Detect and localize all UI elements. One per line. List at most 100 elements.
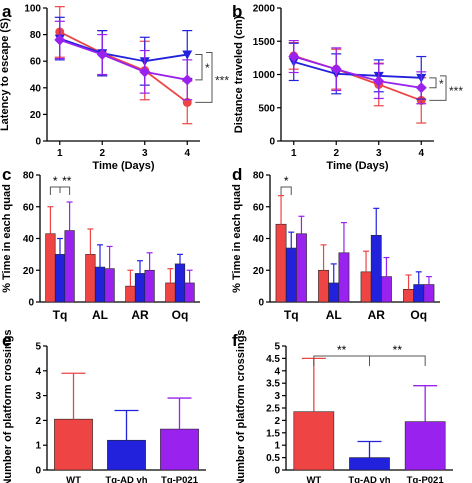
y-axis-label: % Time in each quad — [1, 184, 13, 293]
significance-bracket — [313, 355, 370, 366]
data-point-diamond — [96, 49, 108, 61]
x-tick-label: AL — [92, 308, 108, 322]
y-tick-label: 2000 — [253, 4, 276, 15]
bar — [125, 285, 136, 303]
x-tick-label: Tg-P021 — [407, 475, 445, 483]
x-tick-label: 1 — [57, 148, 63, 159]
y-tick-label: 80 — [23, 171, 35, 182]
significance-label: * — [53, 174, 58, 188]
x-axis-label: Time (Days) — [92, 160, 154, 172]
data-point-diamond — [288, 51, 300, 63]
y-tick-label: 0 — [258, 298, 264, 309]
y-tick-label: 0 — [35, 137, 41, 148]
y-tick-label: 4 — [35, 366, 41, 377]
series-line — [293, 55, 422, 89]
data-point-diamond — [54, 34, 66, 46]
x-tick-label: 2 — [333, 148, 339, 159]
significance-label: * — [284, 174, 289, 188]
x-tick-label: WT — [306, 475, 321, 483]
y-tick-label: 1500 — [253, 37, 276, 48]
significance-label: *** — [215, 73, 229, 87]
x-tick-label: Oq — [410, 308, 427, 322]
x-tick-label: 3 — [142, 148, 148, 159]
x-tick-label: Tq — [53, 308, 68, 322]
y-tick-label: 80 — [30, 30, 42, 41]
significance-bracket — [429, 77, 437, 89]
significance-bracket — [195, 54, 203, 81]
x-axis-label: Time (Days) — [326, 160, 388, 172]
x-tick-label: Tg-P021 — [161, 475, 199, 483]
panel-letter-a: a — [2, 2, 12, 21]
y-tick-label: 2 — [35, 416, 41, 427]
chart-panel-d: 0 20 40 60 80 % Time in each quad Tq AL AR Oq * — [231, 171, 440, 322]
significance-label: ** — [337, 343, 347, 357]
y-axis-label: Latency to escape (S) — [0, 18, 11, 131]
significance-bracket — [429, 75, 447, 101]
significance-label: *** — [449, 84, 463, 98]
data-point-diamond — [415, 82, 427, 94]
bar — [404, 421, 446, 471]
bar — [338, 252, 350, 303]
bar — [285, 247, 297, 303]
bar — [94, 266, 106, 303]
bar — [104, 268, 115, 303]
bar — [413, 284, 425, 303]
data-point-diamond — [181, 74, 193, 86]
y-tick-label: 60 — [30, 57, 42, 68]
series-line — [59, 37, 188, 63]
x-tick-label: AL — [326, 308, 342, 322]
y-tick-label: 40 — [30, 83, 42, 94]
y-tick-label: 0.5 — [266, 453, 280, 464]
x-tick-label: 3 — [376, 148, 382, 159]
bar — [85, 254, 96, 303]
y-tick-label: 2 — [274, 416, 280, 427]
bar — [349, 457, 390, 471]
x-tick-label: 2 — [99, 148, 105, 159]
y-tick-label: 40 — [253, 234, 265, 245]
panel-letter-f: f — [232, 331, 238, 350]
bar — [184, 282, 195, 303]
y-tick-label: 20 — [253, 266, 265, 277]
bar — [318, 269, 329, 303]
x-tick-label: Tq — [284, 308, 299, 322]
bar — [45, 233, 56, 303]
chart-panel-b: 0 500 1000 1500 2000 Distance traveled (cm) 1 2… — [233, 4, 463, 173]
y-tick-label: 500 — [258, 103, 275, 114]
y-tick-label: 40 — [23, 234, 35, 245]
y-tick-label: 3.5 — [266, 379, 280, 390]
y-tick-label: 1 — [274, 441, 280, 452]
y-tick-label: 0 — [35, 466, 41, 477]
y-tick-label: 2.5 — [266, 404, 280, 415]
y-tick-label: 1.5 — [266, 428, 280, 439]
y-tick-label: 60 — [253, 202, 265, 213]
x-tick-label: AR — [131, 308, 149, 322]
bar — [54, 418, 93, 471]
bar — [381, 276, 392, 303]
significance-label: ** — [62, 174, 72, 188]
bar — [160, 428, 199, 471]
y-tick-label: 0 — [269, 137, 275, 148]
y-tick-label: 5 — [35, 342, 41, 353]
y-tick-label: 80 — [253, 171, 265, 182]
bar — [144, 269, 155, 303]
significance-bracket — [195, 52, 213, 103]
y-axis-label: Number of platform crossings — [2, 329, 14, 483]
x-tick-label: Tg-AD vh — [105, 475, 147, 483]
y-tick-label: 4.5 — [266, 354, 280, 365]
y-tick-label: 4 — [274, 366, 280, 377]
x-tick-label: AR — [368, 308, 386, 322]
chart-panel-e: 0 1 2 3 4 5 Number of platform crossings WT Tg-A… — [2, 329, 206, 483]
panel-letter-b: b — [232, 2, 242, 21]
y-tick-label: 1000 — [253, 70, 276, 81]
bar — [64, 230, 75, 303]
data-point-diamond — [139, 66, 151, 78]
bar — [296, 233, 307, 303]
panel-letter-e: e — [2, 331, 11, 350]
significance-label: * — [439, 77, 444, 91]
x-tick-label: 4 — [184, 148, 190, 159]
y-tick-label: 0 — [274, 466, 280, 477]
bar — [174, 263, 186, 303]
significance-bracket — [369, 355, 426, 366]
